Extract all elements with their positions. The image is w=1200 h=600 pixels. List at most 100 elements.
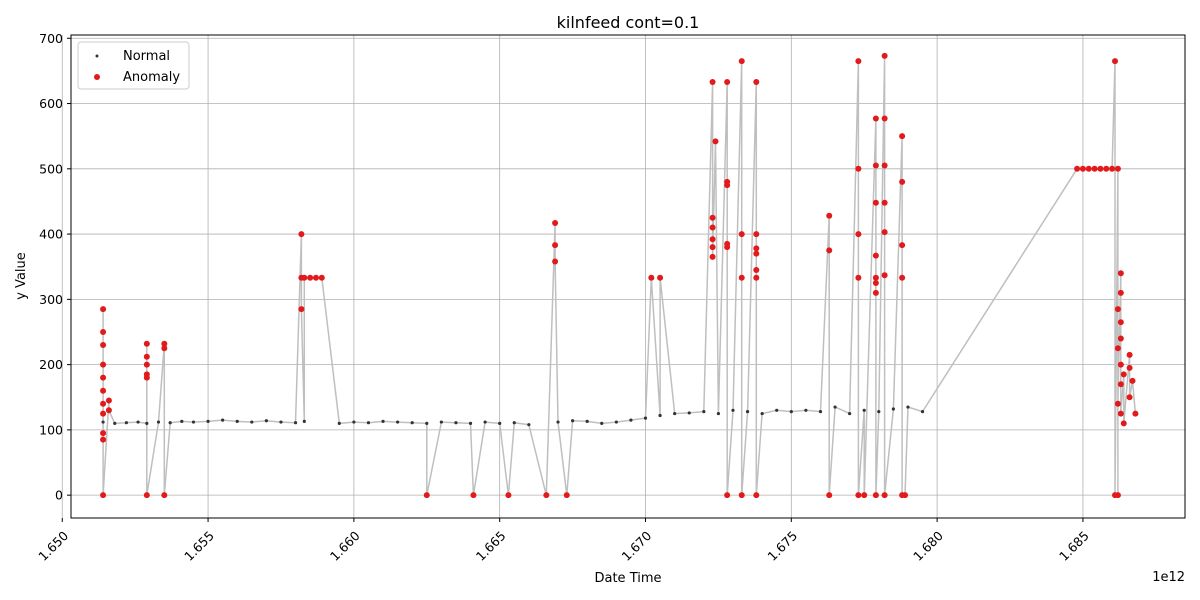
anomaly-point	[881, 272, 888, 279]
anomaly-point	[161, 492, 168, 499]
grid	[61, 35, 1185, 518]
anomaly-point	[1117, 381, 1124, 388]
anomaly-point	[1097, 165, 1104, 172]
anomaly-point	[100, 387, 107, 394]
normal-point	[250, 420, 254, 424]
anomaly-point	[552, 242, 559, 249]
normal-point	[145, 421, 149, 425]
normal-point	[352, 420, 356, 424]
anomaly-point	[1114, 306, 1121, 313]
anomaly-point	[872, 162, 879, 169]
anomaly-point	[899, 133, 906, 140]
anomaly-point	[563, 492, 570, 499]
normal-point	[658, 413, 662, 418]
anomaly-point	[312, 274, 319, 281]
anomaly-point	[1117, 335, 1124, 342]
normal-point	[687, 411, 691, 415]
anomaly-point	[899, 178, 906, 185]
anomaly-point	[724, 182, 731, 189]
y-tick-label: 300	[39, 292, 63, 307]
x-axis: 1.650 1.655 1.660 1.665 1.670 1.675 1.680 1.685	[35, 518, 1092, 564]
normal-point	[279, 420, 283, 424]
anomaly-point	[1126, 394, 1133, 401]
series-line	[102, 55, 1137, 496]
normal-point	[673, 411, 677, 416]
anomaly-point	[855, 492, 862, 499]
anomaly-point	[100, 430, 107, 437]
anomaly-point	[298, 306, 305, 313]
normal-point	[264, 419, 268, 423]
anomaly-point	[143, 340, 150, 347]
anomaly-point	[100, 410, 107, 417]
anomaly-point	[143, 374, 150, 381]
x-axis-label: Date Time	[594, 571, 661, 586]
anomaly-point	[872, 199, 879, 206]
anomaly-point	[855, 58, 862, 65]
normal-point	[804, 408, 808, 412]
normal-point	[180, 419, 184, 423]
anomaly-point	[100, 361, 107, 368]
anomaly-point	[301, 274, 308, 281]
anomaly-point	[1085, 165, 1092, 172]
x-tick-label: 1.670	[619, 528, 655, 564]
normal-point	[906, 405, 910, 409]
anomaly-point	[657, 274, 664, 281]
normal-point	[136, 420, 140, 424]
normal-point	[454, 421, 458, 425]
anomaly-point	[753, 231, 760, 238]
anomaly-point	[423, 492, 430, 499]
anomaly-point	[1114, 492, 1121, 499]
anomaly-point	[881, 492, 888, 499]
anomaly-point	[307, 274, 314, 281]
normal-point	[891, 407, 895, 411]
anomaly-point	[1114, 400, 1121, 407]
normal-point	[483, 420, 487, 424]
anomaly-point	[899, 242, 906, 249]
normal-point	[366, 421, 371, 425]
anomaly-point	[881, 52, 888, 59]
anomaly-point	[1120, 420, 1127, 427]
normal-point	[614, 420, 618, 424]
anomaly-point	[100, 328, 107, 335]
anomaly-point	[161, 340, 168, 347]
x-tick-label: 1.660	[327, 528, 363, 564]
normal-point	[920, 410, 925, 414]
anomaly-point	[100, 492, 107, 499]
normal-point	[381, 419, 385, 423]
y-tick-label: 700	[39, 31, 63, 46]
anomaly-point	[881, 199, 888, 206]
y-tick-label: 200	[39, 357, 63, 372]
anomaly-point	[100, 306, 107, 313]
normal-point	[468, 421, 473, 425]
anomaly-point	[881, 115, 888, 122]
anomaly-point	[738, 231, 745, 238]
anomaly-point	[552, 219, 559, 226]
anomaly-point	[505, 492, 512, 499]
normal-point	[512, 421, 516, 425]
anomaly-point	[648, 274, 655, 281]
normal-point	[206, 419, 210, 423]
anomaly-point	[709, 78, 716, 85]
y-tick-label: 500	[39, 161, 63, 176]
anomaly-point	[724, 78, 731, 85]
legend-box	[77, 41, 190, 90]
normal-point	[702, 410, 706, 414]
anomaly-point	[826, 247, 833, 254]
anomaly-point	[855, 165, 862, 172]
normal-point	[556, 420, 560, 424]
anomaly-point	[724, 492, 731, 499]
x-tick-label: 1.650	[35, 528, 71, 564]
anomaly-point	[753, 245, 760, 252]
anomaly-point	[100, 400, 107, 407]
anomaly-point	[826, 492, 833, 499]
x-tick-label: 1.655	[181, 528, 217, 564]
normal-point	[302, 419, 306, 423]
anomaly-point	[872, 280, 879, 287]
normal-point	[396, 420, 400, 424]
anomaly-point	[872, 274, 879, 281]
normal-point	[760, 411, 764, 416]
anomaly-point	[298, 231, 305, 238]
normal-point	[293, 421, 298, 425]
legend-normal-marker	[95, 54, 99, 58]
anomaly-point	[872, 492, 879, 499]
